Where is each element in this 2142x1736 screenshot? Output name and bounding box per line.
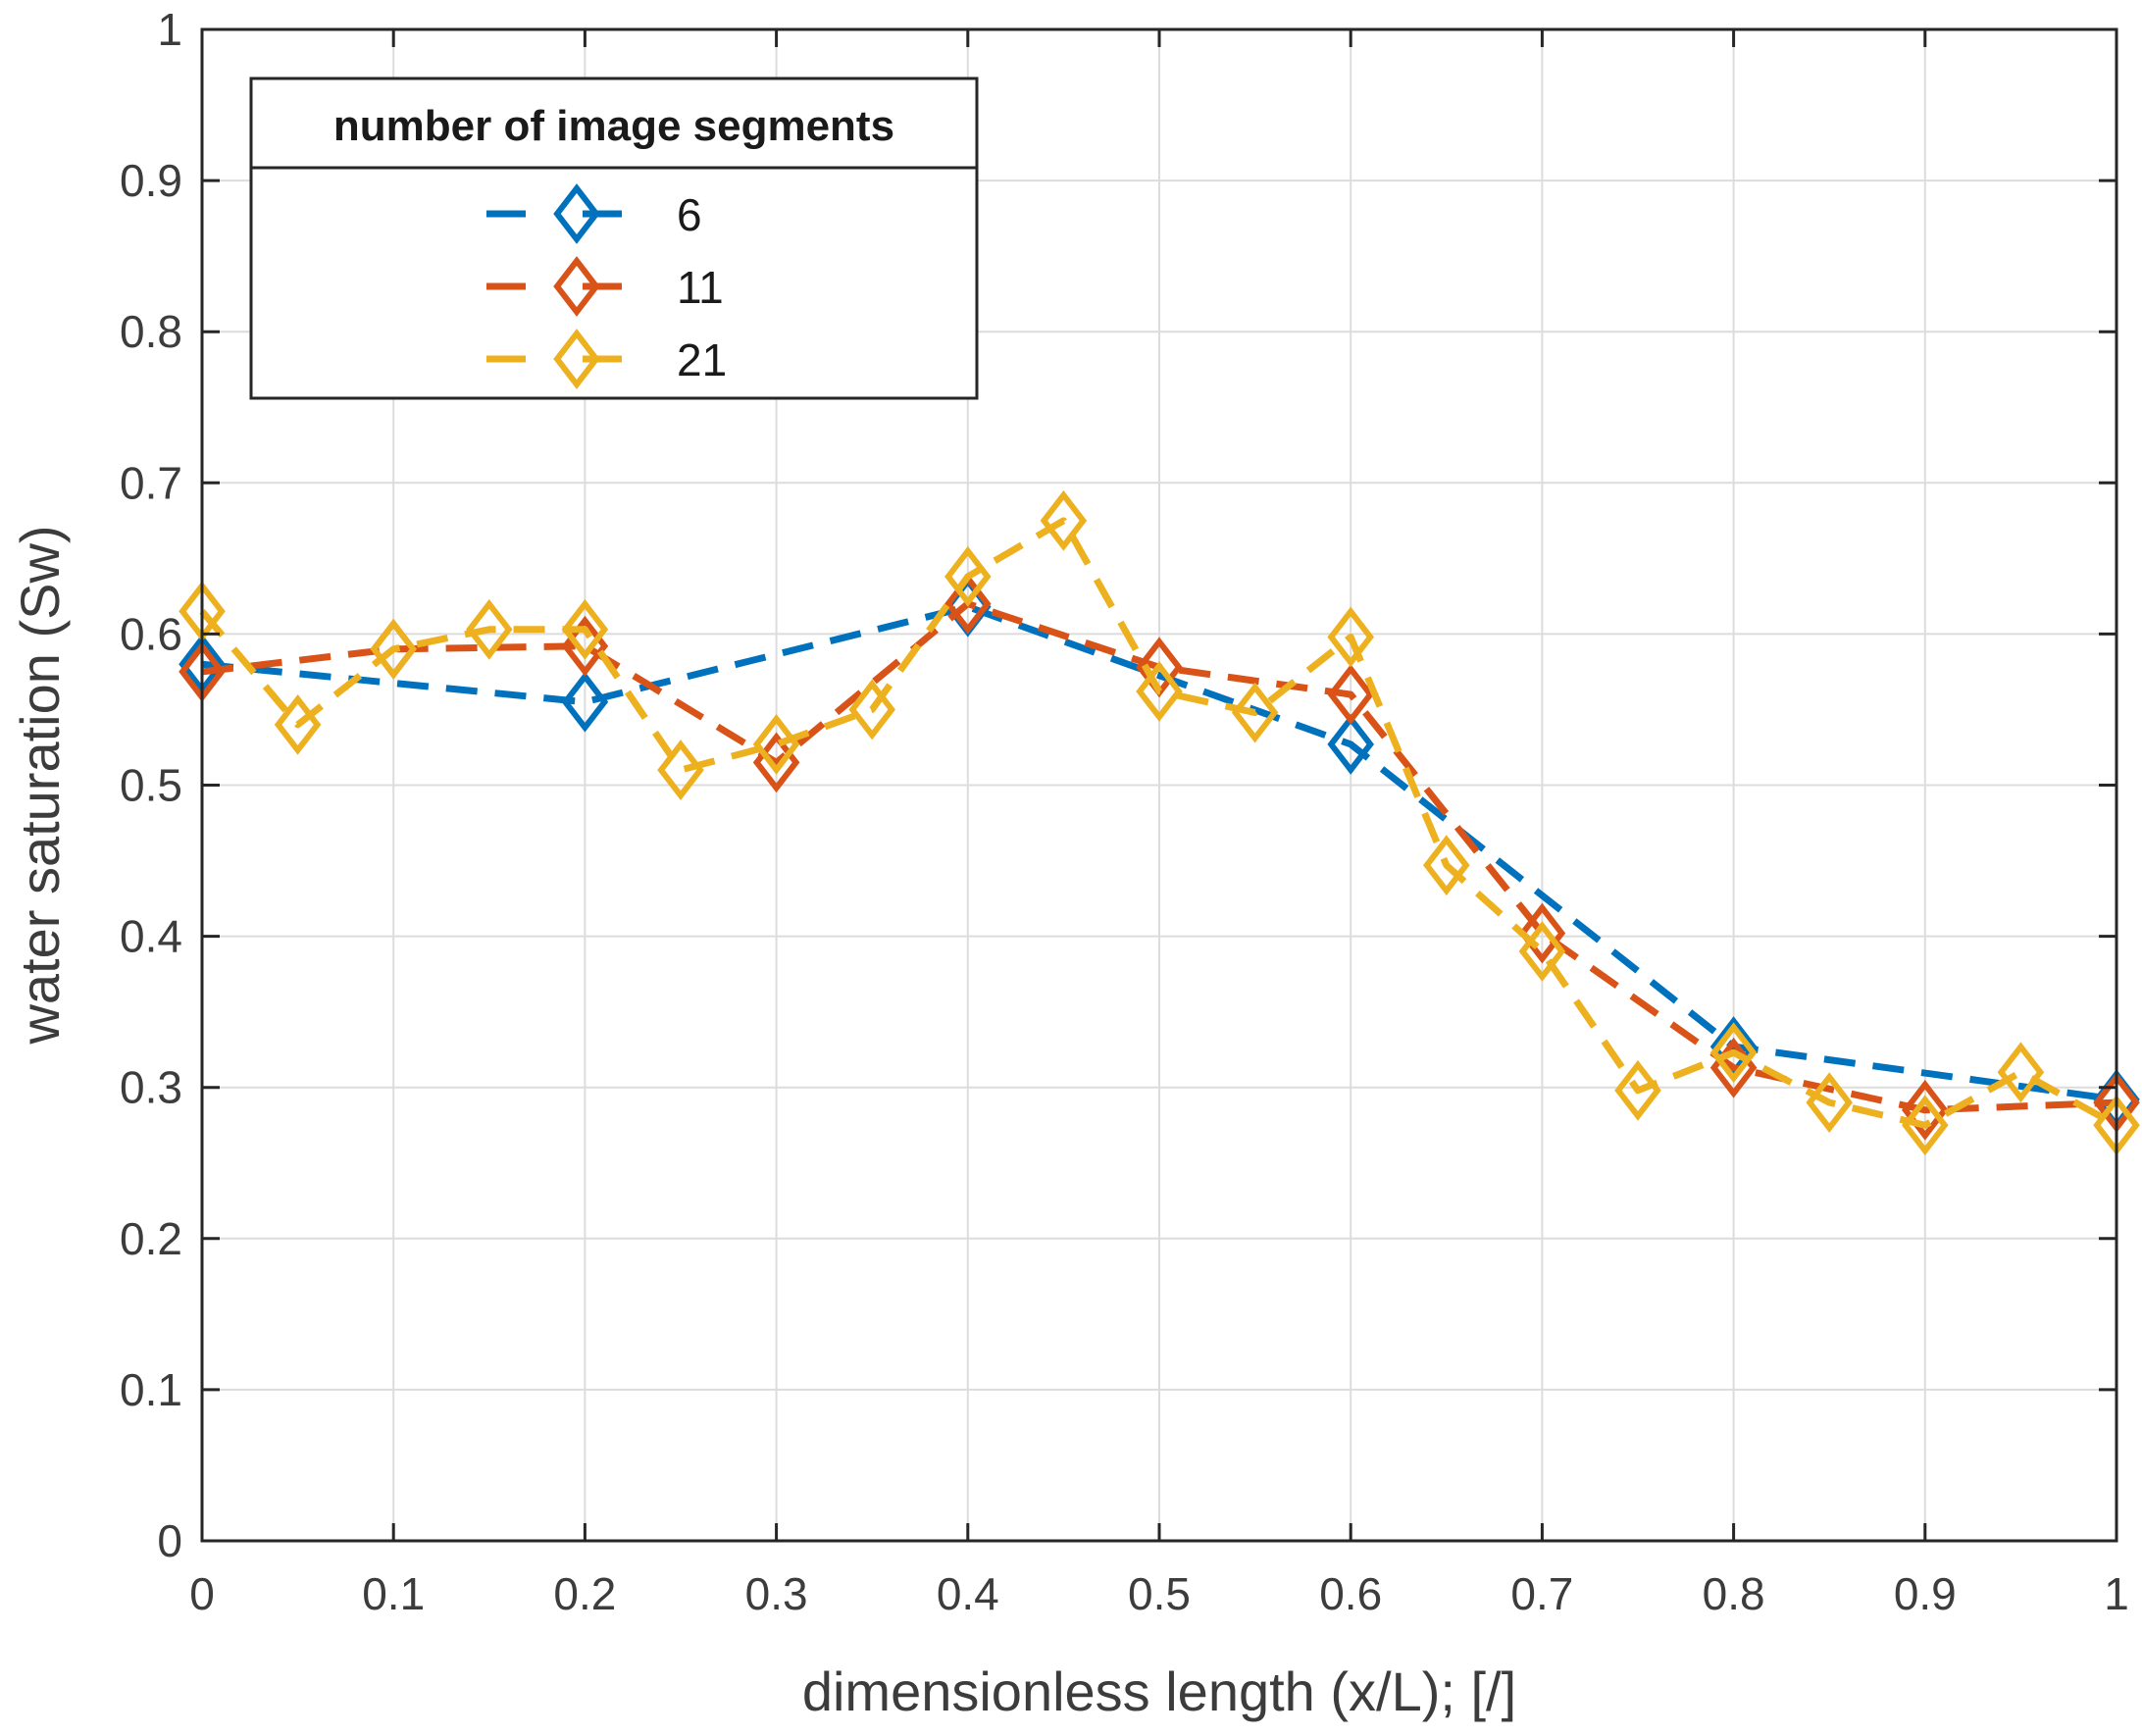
data-point-21 [1614, 1059, 1661, 1121]
y-tick-label: 0.7 [120, 457, 182, 508]
data-point-6 [1327, 713, 1374, 775]
y-tick-label: 0.9 [120, 155, 182, 206]
data-point-21 [561, 598, 609, 660]
data-point-11 [944, 573, 992, 635]
legend-label: 6 [677, 189, 702, 240]
data-point-21 [1709, 1022, 1758, 1084]
data-point-21 [657, 740, 704, 801]
data-point-21 [944, 545, 992, 607]
data-point-21 [1327, 606, 1374, 668]
legend-entry-11: 11 [486, 256, 724, 317]
y-tick-label: 0.6 [120, 608, 182, 659]
y-tick-label: 0.3 [120, 1062, 182, 1113]
y-tick-label: 0.1 [120, 1364, 182, 1415]
legend-entry-21: 21 [486, 329, 727, 389]
data-point-21 [1136, 661, 1183, 722]
x-tick-label: 0.3 [745, 1568, 808, 1619]
data-point-21 [752, 713, 800, 775]
legend-label: 11 [677, 262, 724, 313]
x-tick-label: 0.2 [553, 1568, 616, 1619]
data-point-21 [1902, 1095, 1949, 1156]
x-tick-label: 0.9 [1894, 1568, 1957, 1619]
data-point-21 [466, 598, 513, 660]
data-point-6 [561, 671, 609, 733]
data-point-21 [1040, 489, 1088, 551]
x-axis-label: dimensionless length (x/L); [/] [802, 1660, 1516, 1722]
x-tick-label: 0.5 [1128, 1568, 1191, 1619]
legend: number of image segments 6 11 21 [249, 77, 979, 400]
series-line-21 [199, 517, 2118, 1129]
y-tick-label: 0.4 [120, 911, 182, 962]
y-tick-label: 0.2 [120, 1213, 182, 1264]
data-point-21 [1231, 682, 1279, 743]
series-21 [178, 489, 2140, 1156]
data-point-6 [1709, 1016, 1758, 1078]
data-point-21 [370, 618, 417, 680]
data-point-21 [1423, 835, 1470, 896]
data-point-11 [1518, 902, 1566, 964]
data-point-21 [1806, 1072, 1853, 1134]
y-tick-label: 0 [157, 1515, 182, 1566]
x-tick-label: 0 [189, 1568, 215, 1619]
data-point-21 [848, 679, 895, 740]
y-tick-label: 0.5 [120, 760, 182, 811]
legend-marker-sample [553, 183, 600, 244]
x-tick-label: 0.4 [937, 1568, 999, 1619]
data-point-21 [1997, 1042, 2045, 1103]
x-tick-label: 0.1 [362, 1568, 425, 1619]
x-tick-label: 0.8 [1703, 1568, 1765, 1619]
x-tick-label: 0.7 [1510, 1568, 1573, 1619]
y-tick-label: 0.8 [120, 306, 182, 357]
data-point-11 [1902, 1079, 1949, 1141]
x-tick-label: 1 [2104, 1568, 2129, 1619]
series-line-6 [201, 603, 2117, 1103]
y-tick-label: 1 [157, 4, 182, 55]
x-tick-label: 0.6 [1319, 1568, 1382, 1619]
ticks [200, 27, 2118, 1543]
legend-label: 21 [677, 334, 727, 385]
legend-title: number of image segments [333, 102, 894, 150]
grid [202, 29, 2116, 1541]
legend-marker-sample [553, 329, 600, 389]
data-point-21 [274, 693, 322, 755]
legend-entry-6: 6 [486, 183, 702, 244]
legend-entries: 6 11 21 [486, 183, 727, 389]
data-point-11 [1327, 664, 1374, 725]
y-axis-label: water saturation (Sw) [9, 525, 71, 1045]
legend-marker-sample [553, 256, 600, 317]
series-layer [178, 489, 2140, 1156]
data-point-21 [1518, 921, 1566, 982]
tick-labels: 0 0.1 0.2 0.3 0.4 0.5 0.6 0.7 0.8 0.9 1 0 0.1 0.2 0.3 0… [120, 4, 2129, 1619]
legend-box [249, 77, 979, 400]
